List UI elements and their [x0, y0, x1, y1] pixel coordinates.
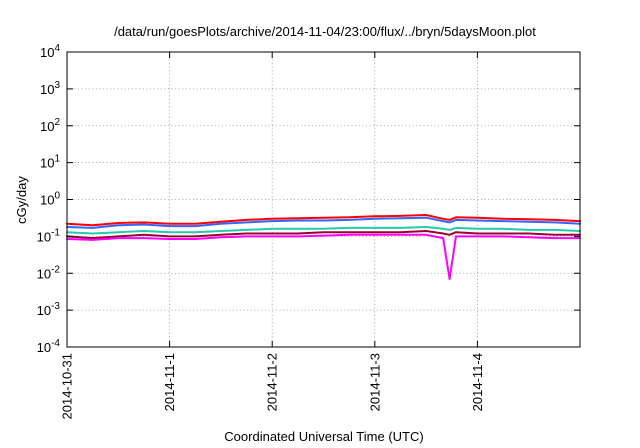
y-tick-label: 103: [40, 80, 60, 97]
x-tick-label: 2014-10-31: [60, 353, 75, 420]
series-line-5: [66, 233, 581, 280]
y-axis-label: cGy/day: [14, 176, 29, 224]
y-tick-label: 10-4: [37, 338, 61, 355]
y-tick-label: 102: [40, 117, 60, 134]
y-tick-label: 101: [40, 154, 60, 171]
x-axis-label: Coordinated Universal Time (UTC): [224, 429, 423, 444]
x-tick-label: 2014-11-3: [367, 353, 382, 411]
series-layer: [66, 214, 581, 280]
x-tick-label: 2014-11-2: [265, 353, 280, 411]
y-tick-label: 100: [40, 191, 60, 208]
series-line-2: [66, 216, 581, 229]
grid: [66, 51, 580, 348]
series-line-1: [66, 214, 581, 227]
x-tick-label: 2014-11-4: [470, 353, 485, 411]
y-tick-label: 10-1: [37, 227, 61, 244]
series-line-3: [66, 226, 581, 235]
y-tick-labels: 10-4 10-3 10-2 10-1 100 101 102 103 104: [37, 43, 61, 355]
y-tick-label: 10-3: [37, 301, 61, 318]
x-tick-label: 2014-11-1: [162, 353, 177, 411]
series-line-4: [66, 230, 581, 240]
x-tick-labels: 2014-10-31 2014-11-1 2014-11-2 2014-11-3 201…: [60, 353, 485, 420]
y-tick-label: 104: [40, 43, 60, 60]
y-tick-label: 10-2: [37, 264, 61, 281]
tick-marks: [66, 51, 580, 348]
chart-title: /data/run/goesPlots/archive/2014-11-04/2…: [114, 24, 536, 39]
